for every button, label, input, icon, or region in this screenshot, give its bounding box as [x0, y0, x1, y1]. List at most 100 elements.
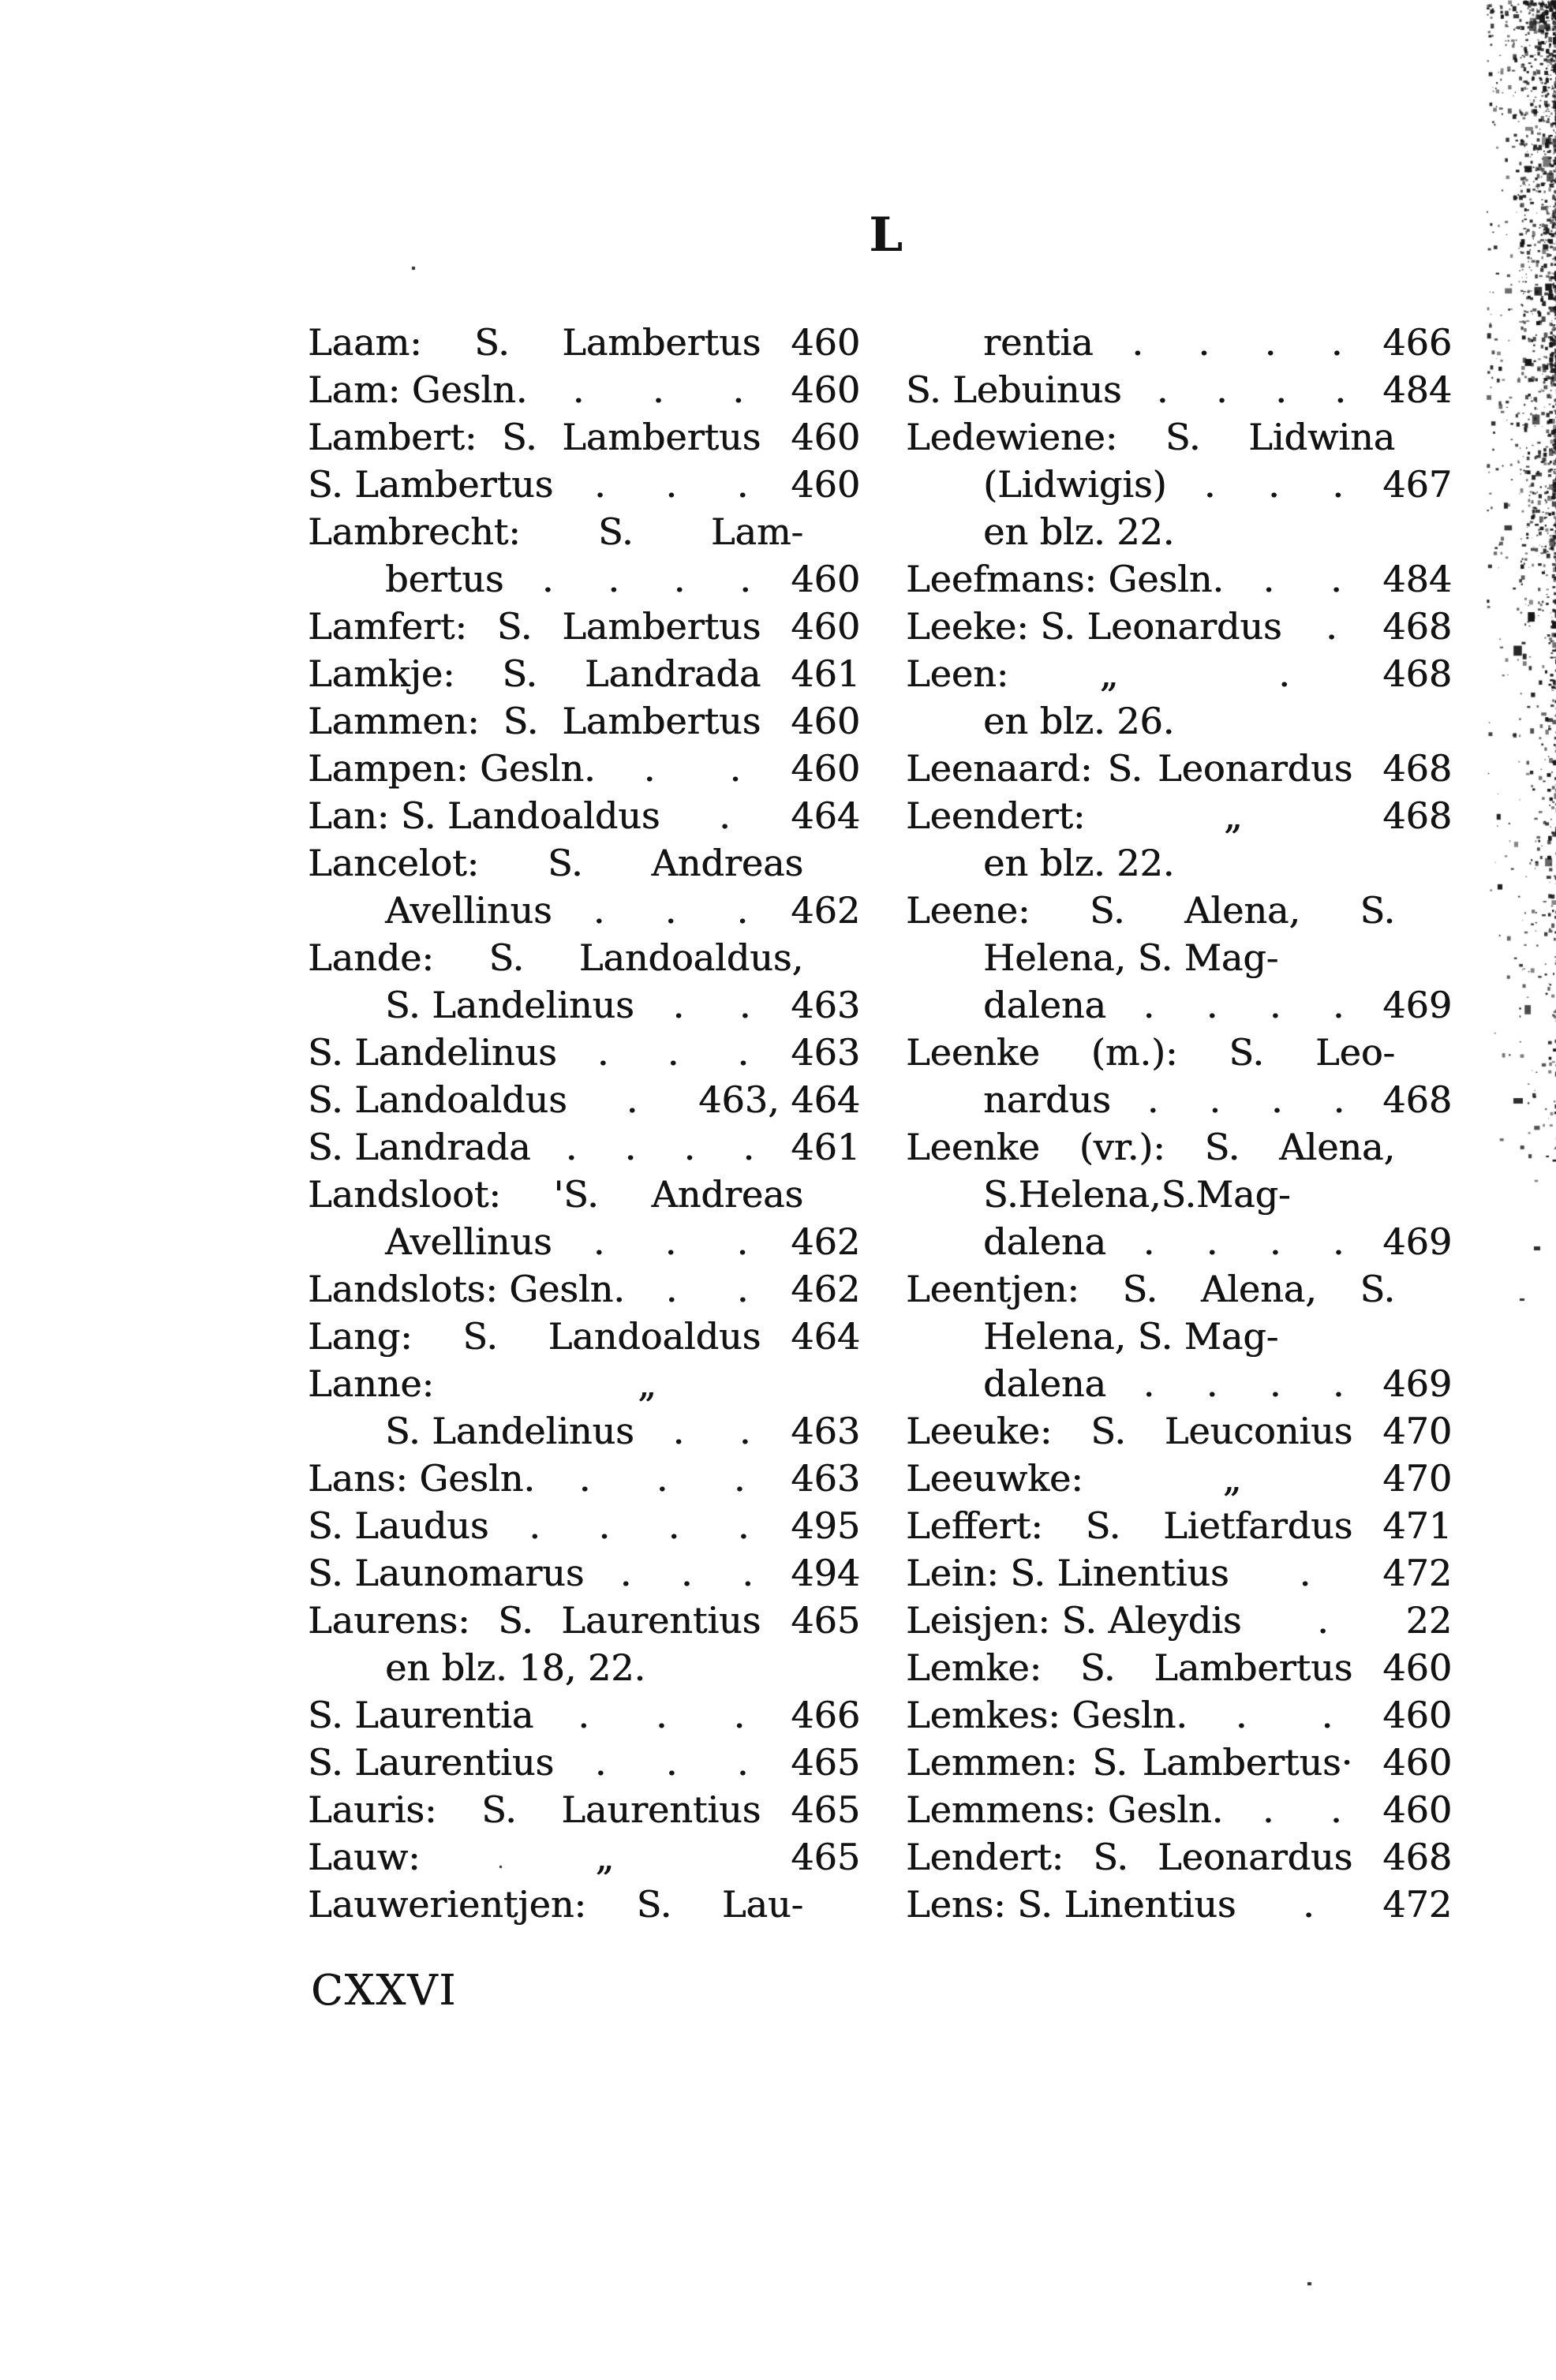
- entry-word: S.: [1122, 1268, 1158, 1310]
- entry-text: rentia: [983, 321, 1094, 364]
- dot-leader: .: [1302, 1883, 1315, 1926]
- page-number: 462: [791, 889, 860, 932]
- index-entry-line: Lemkes: Gesln... 460: [906, 1691, 1452, 1739]
- entry-word: S.: [597, 510, 634, 553]
- entry-word: Leonardus: [1158, 747, 1353, 790]
- dot-leader: ...: [578, 1457, 746, 1500]
- entry-word: Lambertus: [562, 605, 761, 648]
- entry-text: S. Lambertus: [308, 463, 554, 506]
- index-entry-line: Lambrecht: S. Lam-: [308, 508, 860, 555]
- entry-text: Lammen: S. Lambertus: [308, 697, 761, 745]
- page-number: 484: [1382, 368, 1452, 411]
- index-entry-line: Leefmans: Gesln... 484: [906, 555, 1452, 603]
- entry-word: Lambertus·: [1142, 1741, 1353, 1784]
- entry-word: Laurens:: [308, 1599, 470, 1642]
- page-number: 462: [791, 1268, 860, 1310]
- index-entry-line: dalena.... 469: [906, 1218, 1452, 1265]
- entry-word: Lietfardus: [1163, 1504, 1353, 1547]
- index-entry-line: S. Landelinus... 463: [308, 1029, 860, 1076]
- index-entry-line: Helena, S. Mag-: [906, 934, 1452, 981]
- entry-text: Leene: S. Alena, S.: [906, 887, 1452, 934]
- entry-word: Lambrecht:: [308, 510, 521, 553]
- entry-word: Lau-: [721, 1883, 803, 1926]
- index-entry-line: Leisjen: S. Aleydis. 22: [906, 1597, 1452, 1644]
- entry-word: Lambertus: [562, 416, 761, 458]
- index-entry-line: Lamkje: S. Landrada 461: [308, 650, 860, 697]
- entry-word: S.: [636, 1883, 672, 1926]
- entry-word: Leenke: [906, 1126, 1040, 1168]
- index-entry-line: S. Laurentia... 466: [308, 1691, 860, 1739]
- entry-word: Lambert:: [308, 416, 477, 458]
- page-number: 460: [791, 321, 860, 364]
- index-entry-line: S. Landelinus.. 463: [308, 1407, 860, 1455]
- entry-word: S.: [1204, 1126, 1240, 1168]
- entry-word: Lambertus: [562, 700, 761, 742]
- dot-leader: ..: [1262, 1788, 1342, 1831]
- index-entry-line: S.Helena,S.Mag-: [906, 1171, 1452, 1218]
- entry-word: Leene:: [906, 889, 1030, 932]
- entry-word: Leuconius: [1164, 1410, 1353, 1452]
- index-entry-line: Leffert: S. Lietfardus 471: [906, 1502, 1452, 1549]
- entry-text: S. Landrada: [308, 1126, 531, 1168]
- entry-text: Lambert: S. Lambertus: [308, 413, 761, 461]
- index-entry-line: Lamfert: S. Lambertus 460: [308, 603, 860, 650]
- dot-leader: ...: [578, 1694, 746, 1736]
- index-entry-line: Leenaard: S. Leonardus 468: [906, 745, 1452, 792]
- index-entry-line: Avellinus... 462: [308, 887, 860, 934]
- page-number: 494: [791, 1552, 860, 1594]
- page-number: 460: [791, 463, 860, 506]
- entry-text: Leeuwke:: [906, 1457, 1083, 1500]
- entry-text: Lemke: S. Lambertus: [906, 1644, 1352, 1691]
- entry-text: Avellinus: [385, 889, 552, 932]
- page-number: 472: [1382, 1883, 1452, 1926]
- index-entry-line: Lein: S. Linentius. 472: [906, 1549, 1452, 1597]
- entry-word: S.: [1089, 889, 1125, 932]
- entry-word: Leenke: [906, 1031, 1040, 1074]
- entry-word: Laam:: [308, 321, 422, 364]
- dot-leader: .: [1317, 1599, 1329, 1642]
- entry-word: Lemke:: [906, 1646, 1042, 1689]
- dot-leader: ....: [529, 1504, 750, 1547]
- index-entry-line: bertus.... 460: [308, 555, 860, 603]
- entry-word: Lauwerientjen:: [308, 1883, 586, 1926]
- entry-word: S.: [1092, 1741, 1128, 1784]
- entry-text: S. Landelinus: [308, 1031, 557, 1074]
- index-entry-line: Lauris: S. Laurentius 465: [308, 1786, 860, 1833]
- dot-leader: ...: [593, 889, 749, 932]
- index-entry-line: Leenke (m.): S. Leo-: [906, 1029, 1452, 1076]
- entry-text: Leefmans: Gesln.: [906, 558, 1224, 600]
- entry-text: Lanne:: [308, 1362, 434, 1405]
- entry-word: Lauris:: [308, 1788, 437, 1831]
- entry-text: Ledewiene: S. Lidwina: [906, 413, 1452, 461]
- index-entry-line: en blz. 22.: [906, 839, 1452, 887]
- entry-word: Andreas: [651, 842, 803, 884]
- entry-word: Lang:: [308, 1315, 413, 1358]
- entry-word: Lammen:: [308, 700, 480, 742]
- index-entry-line: Lampen: Gesln... 460: [308, 745, 860, 792]
- entry-text: Helena, S. Mag-: [983, 1315, 1279, 1358]
- page-number-roman: CXXVI: [311, 1967, 458, 2015]
- index-entry-line: Leen: „. 468: [906, 650, 1452, 697]
- page-number: 471: [1382, 1504, 1452, 1547]
- index-entry-line: Ledewiene: S. Lidwina: [906, 413, 1452, 461]
- index-entry-line: Laurens: S. Laurentius 465: [308, 1597, 860, 1644]
- page-number: 462: [791, 1220, 860, 1263]
- entry-text: en blz. 26.: [983, 700, 1175, 742]
- entry-text: S. Laudus: [308, 1504, 489, 1547]
- index-entry-line: Lendert: S. Leonardus 468: [906, 1833, 1452, 1881]
- entry-text: Lans: Gesln.: [308, 1457, 535, 1500]
- entry-text: S. Landoaldus: [308, 1078, 567, 1121]
- dot-leader: ....: [1143, 1220, 1345, 1263]
- entry-text: S.Helena,S.Mag-: [983, 1173, 1291, 1216]
- entry-text: Avellinus: [385, 1220, 552, 1263]
- entry-word: S.: [1360, 1268, 1395, 1310]
- page-number: 461: [791, 1126, 860, 1168]
- index-entry-line: en blz. 18, 22.: [308, 1644, 860, 1691]
- index-entry-line: Lammen: S. Lambertus 460: [308, 697, 860, 745]
- dot-leader: ...: [1203, 463, 1344, 506]
- entry-text: Lein: S. Linentius: [906, 1552, 1229, 1594]
- entry-word: Lidwina: [1248, 416, 1395, 458]
- entry-text: S. Laurentius: [308, 1741, 554, 1784]
- page-number: 463: [791, 1031, 860, 1074]
